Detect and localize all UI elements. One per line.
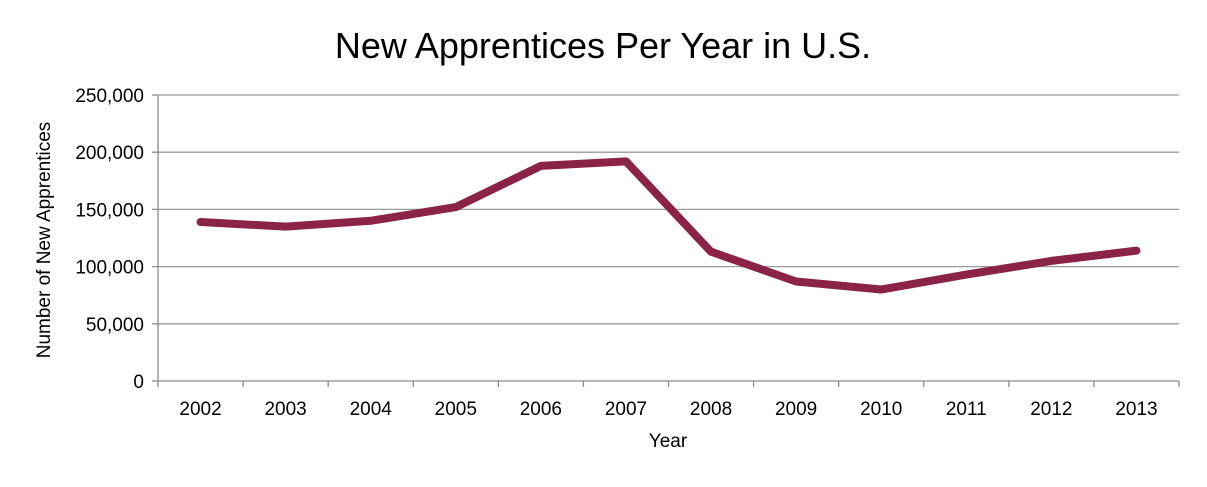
- y-tick-label: 50,000: [86, 315, 144, 336]
- x-tick-label: 2007: [605, 399, 647, 420]
- y-tick-label: 200,000: [75, 143, 144, 164]
- x-tick-label: 2009: [775, 399, 817, 420]
- y-tick-label: 100,000: [75, 258, 144, 279]
- x-tick-label: 2011: [946, 399, 987, 420]
- chart-title: New Apprentices Per Year in U.S.: [335, 25, 871, 66]
- x-axis-ticks: 2002 2003 2004 2005 2006 2007 2008 2009 2010 2011…: [158, 381, 1179, 420]
- x-axis-label: Year: [649, 431, 688, 452]
- x-tick-label: 2013: [1115, 399, 1157, 420]
- x-tick-label: 2008: [690, 399, 732, 420]
- y-axis-ticks: 0 50,000 100,000 150,000 200,000 250,000: [75, 86, 158, 393]
- y-tick-label: 150,000: [75, 200, 144, 221]
- x-tick-label: 2006: [520, 399, 562, 420]
- y-tick-label: 250,000: [75, 86, 144, 107]
- x-tick-label: 2010: [860, 399, 902, 420]
- y-tick-label: 0: [133, 372, 144, 393]
- x-tick-label: 2005: [435, 399, 477, 420]
- axes: [158, 95, 1179, 381]
- y-axis-label: Number of New Apprentices: [34, 122, 55, 359]
- x-tick-label: 2003: [264, 399, 306, 420]
- series-layer: [200, 161, 1136, 289]
- x-tick-label: 2004: [350, 399, 393, 420]
- series-line: [201, 161, 1137, 289]
- x-tick-label: 2012: [1030, 399, 1072, 420]
- x-tick-label: 2002: [179, 399, 221, 420]
